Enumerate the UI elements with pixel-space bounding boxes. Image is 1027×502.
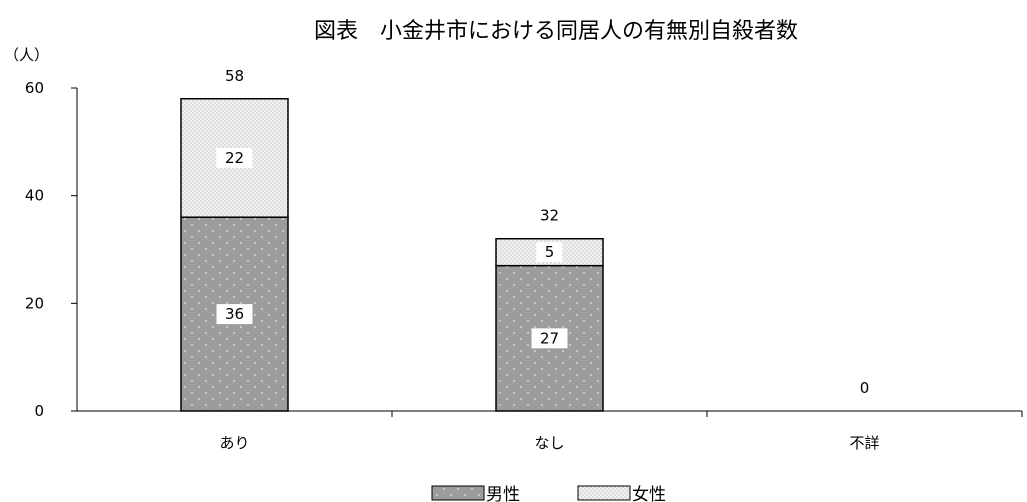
data-label-box (216, 147, 253, 168)
legend: 男性 女性 (431, 485, 666, 502)
data-label: 27 (540, 329, 559, 347)
bars (180, 98, 604, 412)
legend-label: 女性 (632, 485, 666, 502)
data-label-box (531, 328, 568, 349)
data-label-box (216, 304, 253, 325)
x-category-label: 不詳 (849, 434, 879, 452)
x-category-label: なし (534, 434, 564, 452)
total-label: 58 (225, 67, 244, 85)
legend-swatch (431, 485, 485, 501)
y-tick-label: 60 (25, 79, 44, 97)
data-labels: 36 22 58 27 5 32 0 (216, 67, 870, 397)
data-label: 36 (225, 305, 244, 323)
data-label-box (536, 242, 563, 263)
data-label: 5 (545, 243, 555, 261)
chart-title: 図表 小金井市における同居人の有無別自殺者数 (314, 19, 798, 44)
total-label: 0 (860, 379, 870, 397)
data-label: 22 (225, 149, 244, 167)
y-axis-unit: （人） (4, 46, 49, 64)
y-tick-label: 0 (34, 402, 44, 420)
x-category-label: あり (219, 434, 249, 452)
legend-label: 男性 (486, 485, 520, 502)
total-label: 32 (540, 207, 559, 225)
y-tick-label: 20 (25, 294, 44, 312)
legend-swatch (577, 485, 631, 501)
y-tick-label: 40 (25, 187, 44, 205)
